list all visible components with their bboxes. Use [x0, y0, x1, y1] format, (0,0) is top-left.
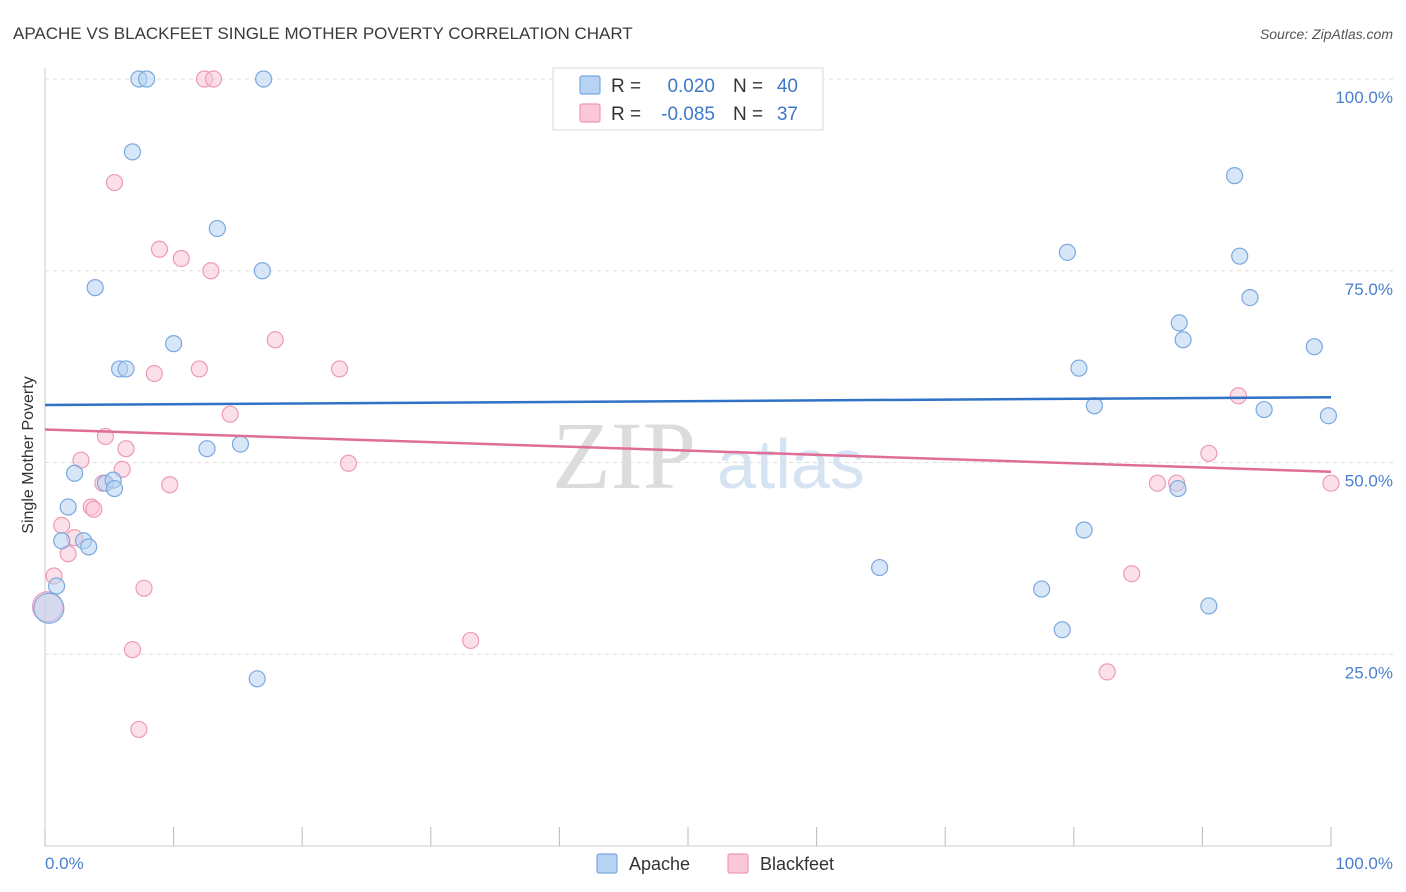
blackfeet-bottom-legend-swatch	[727, 853, 749, 874]
blackfeet-point	[1229, 387, 1248, 405]
blackfeet-point	[190, 360, 208, 378]
apache-point	[65, 464, 84, 482]
apache-point	[1085, 397, 1103, 415]
apache-n-value: 40	[777, 76, 798, 97]
blackfeet-point	[145, 364, 163, 383]
series-blackfeet-points	[31, 70, 1340, 739]
apache-point	[255, 70, 273, 88]
blackfeet-point	[130, 720, 148, 739]
y-tick-labels: 25.0% 50.0% 75.0% 100.0%	[1335, 88, 1393, 682]
apache-point	[53, 532, 71, 550]
apache-point	[1305, 338, 1323, 356]
apache-point	[86, 279, 104, 297]
stats-legend: R = 0.020 N = 40 R = -0.085 N = 37	[552, 67, 824, 131]
x-tick-label-max: 100.0%	[1335, 854, 1393, 873]
blackfeet-point	[53, 516, 71, 534]
blackfeet-n-label: N =	[733, 104, 763, 125]
y-tick-label-100: 100.0%	[1335, 88, 1393, 107]
apache-point	[208, 219, 226, 238]
blackfeet-point	[339, 454, 358, 472]
grid-lines	[45, 78, 1393, 655]
blackfeet-point	[150, 240, 169, 258]
chart-source: Source: ZipAtlas.com	[1260, 26, 1393, 42]
apache-point	[137, 70, 156, 88]
apache-point	[33, 592, 65, 624]
blackfeet-point	[462, 631, 480, 650]
y-axis-label: Single Mother Poverty	[20, 376, 37, 533]
blackfeet-point	[266, 331, 284, 349]
apache-legend-swatch	[579, 75, 601, 95]
apache-point	[1231, 247, 1249, 265]
watermark-atlas: atlas	[717, 425, 865, 503]
apache-point	[1170, 314, 1188, 332]
apache-point	[59, 498, 77, 516]
blackfeet-r-value: -0.085	[661, 104, 715, 125]
apache-trend-line	[44, 396, 1332, 407]
apache-point	[105, 479, 124, 498]
blackfeet-bottom-legend-label: Blackfeet	[760, 854, 834, 874]
y-tick-label-25: 25.0%	[1345, 663, 1393, 682]
blackfeet-point	[221, 405, 239, 423]
apache-point	[165, 335, 183, 353]
blackfeet-point	[85, 500, 103, 518]
blackfeet-point	[1148, 474, 1166, 492]
apache-n-label: N =	[733, 76, 763, 97]
blackfeet-point	[1322, 474, 1340, 492]
blackfeet-n-value: 37	[777, 104, 798, 125]
x-tick-label-min: 0.0%	[45, 854, 84, 873]
apache-point	[123, 143, 142, 161]
apache-point	[248, 670, 266, 688]
apache-bottom-legend-swatch	[596, 853, 618, 874]
apache-point	[1174, 331, 1192, 349]
apache-point	[1075, 521, 1093, 539]
apache-point	[1200, 597, 1218, 615]
apache-point	[198, 440, 216, 458]
watermark-zip: ZIP	[552, 402, 696, 509]
blackfeet-point	[204, 70, 223, 88]
apache-point	[1225, 167, 1244, 185]
x-tick-marks	[44, 827, 1332, 846]
apache-r-label: R =	[611, 76, 641, 97]
apache-point	[253, 262, 271, 280]
chart-title: APACHE VS BLACKFEET SINGLE MOTHER POVERT…	[13, 24, 633, 43]
blackfeet-point	[202, 262, 220, 280]
blackfeet-point	[1098, 663, 1116, 681]
apache-point	[871, 558, 889, 577]
apache-point	[1169, 479, 1187, 498]
apache-bottom-legend-label: Apache	[629, 854, 690, 874]
blackfeet-point	[1123, 565, 1141, 583]
apache-r-value: 0.020	[667, 76, 715, 97]
blackfeet-point	[117, 440, 135, 458]
apache-point	[1053, 621, 1071, 639]
apache-point	[1241, 288, 1259, 307]
blackfeet-point	[105, 173, 124, 192]
apache-point	[231, 435, 250, 453]
y-tick-label-75: 75.0%	[1345, 280, 1393, 299]
blackfeet-r-label: R =	[611, 104, 641, 125]
apache-point	[80, 538, 98, 556]
series-legend: Apache Blackfeet	[596, 853, 834, 874]
blackfeet-legend-swatch	[579, 103, 601, 123]
apache-point	[47, 577, 66, 595]
apache-point	[1319, 407, 1338, 425]
blackfeet-point	[1200, 444, 1218, 462]
apache-point	[1058, 243, 1076, 261]
blackfeet-point	[135, 579, 153, 597]
apache-point	[1070, 359, 1088, 377]
apache-point	[1033, 580, 1051, 598]
blackfeet-point	[123, 641, 142, 659]
blackfeet-point	[172, 249, 190, 268]
apache-point	[117, 360, 135, 378]
series-apache-points	[33, 70, 1338, 688]
apache-point	[1255, 400, 1273, 419]
blackfeet-point	[330, 360, 349, 378]
blackfeet-trend-line	[44, 428, 1332, 473]
blackfeet-point	[161, 476, 179, 494]
y-tick-label-50: 50.0%	[1345, 472, 1393, 491]
